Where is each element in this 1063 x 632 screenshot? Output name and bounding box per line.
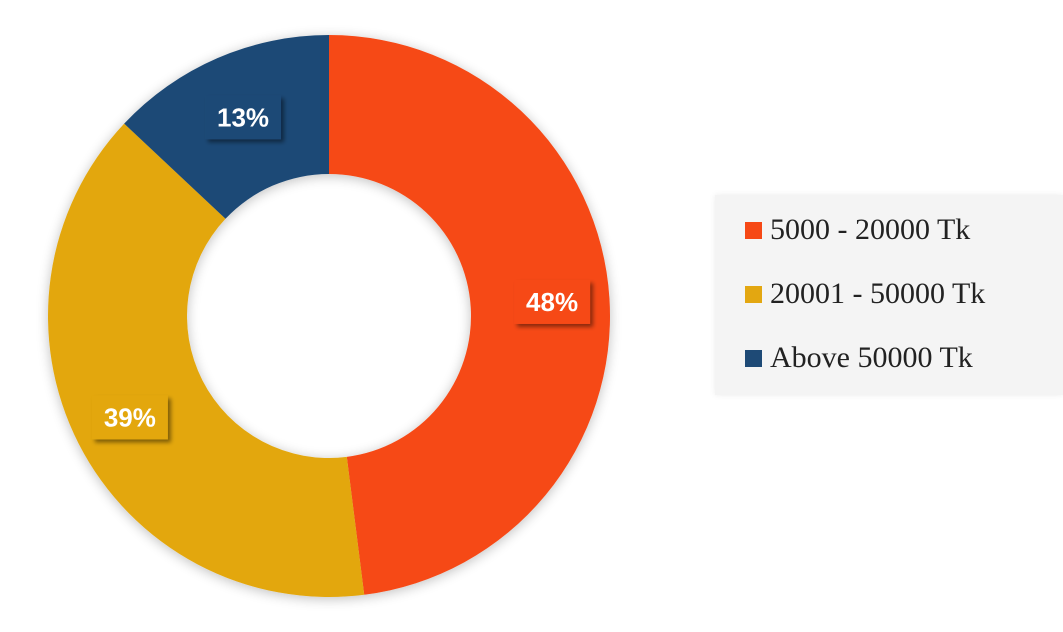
slice-20001-50000 <box>47 123 365 597</box>
legend-item-20001-50000: 20001 - 50000 Tk <box>745 277 985 311</box>
data-label-text-20001-50000: 39% <box>104 402 156 432</box>
data-label-text-5000-20000: 48% <box>526 287 578 317</box>
data-label-box-above-50000 <box>205 95 282 140</box>
data-label-5000-20000: 48% <box>514 279 591 324</box>
data-label-text-above-50000: 13% <box>217 102 269 132</box>
legend-label-5000-20000: 5000 - 20000 Tk <box>770 213 971 246</box>
data-label-box-20001-50000 <box>91 395 168 440</box>
legend-swatch-5000-20000 <box>745 221 762 239</box>
legend-swatch-20001-50000 <box>745 285 762 303</box>
legend-item-above-50000: Above 50000 Tk <box>745 341 973 375</box>
legend-item-5000-20000: 5000 - 20000 Tk <box>745 213 970 247</box>
legend: 5000 - 20000 Tk 20001 - 50000 Tk Above 5… <box>715 195 1063 395</box>
legend-swatch-above-50000 <box>745 349 762 367</box>
data-label-20001-50000: 39% <box>91 395 168 440</box>
data-label-box-5000-20000 <box>514 279 591 324</box>
slice-5000-20000 <box>329 35 611 595</box>
legend-label-above-50000: Above 50000 Tk <box>770 341 973 374</box>
legend-label-20001-50000: 20001 - 50000 Tk <box>770 277 986 310</box>
data-label-above-50000: 13% <box>205 95 282 140</box>
